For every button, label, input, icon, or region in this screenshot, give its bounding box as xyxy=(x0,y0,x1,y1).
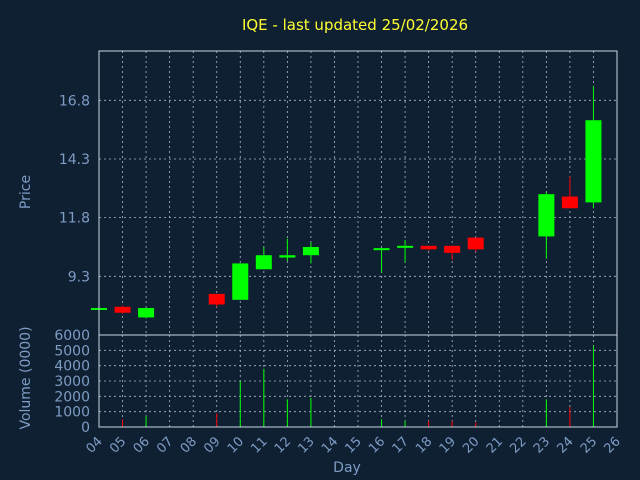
candle-body xyxy=(397,245,414,248)
price-panel xyxy=(91,86,602,319)
candle-body xyxy=(255,255,272,270)
x-tick-label: 22 xyxy=(507,434,529,456)
volume-tick-label: 5000 xyxy=(54,343,90,359)
x-tick-label: 08 xyxy=(178,434,200,456)
price-tick-label: 14.3 xyxy=(59,152,90,168)
volume-tick-label: 2000 xyxy=(54,389,90,405)
x-tick-label: 18 xyxy=(413,434,435,456)
x-tick-label: 16 xyxy=(366,434,388,456)
candle-body xyxy=(232,263,249,300)
volume-tick-label: 1000 xyxy=(54,405,90,421)
x-tick-label: 14 xyxy=(319,434,341,456)
grid-layer xyxy=(99,51,617,427)
x-axis-label: Day xyxy=(333,460,361,476)
candle-body xyxy=(279,255,296,258)
x-tick-label: 10 xyxy=(225,434,247,456)
price-tick-label: 11.8 xyxy=(59,211,90,227)
x-tick-label: 19 xyxy=(437,434,459,456)
x-tick-label: 17 xyxy=(390,434,412,456)
candle-body xyxy=(114,306,131,313)
x-tick-label: 05 xyxy=(107,434,129,456)
candle-body xyxy=(538,194,555,237)
volume-tick-label: 4000 xyxy=(54,359,90,375)
volume-tick-label: 3000 xyxy=(54,374,90,390)
x-tick-label: 06 xyxy=(131,434,153,456)
price-axis-label: Price xyxy=(18,175,34,209)
candle-body xyxy=(444,245,461,253)
candle-body xyxy=(302,246,319,256)
candle-body xyxy=(585,120,602,203)
x-tick-label: 25 xyxy=(578,434,600,456)
tick-labels: 9.3 11.8 14.3 16.8 0100020003000400050006000… xyxy=(54,93,623,456)
volume-tick-label: 0 xyxy=(81,420,90,436)
candle-body xyxy=(561,196,578,209)
volume-plot-frame xyxy=(98,334,618,428)
chart-title: IQE - last updated 25/02/2026 xyxy=(242,16,468,34)
candle-body xyxy=(467,237,484,250)
candle-body xyxy=(138,308,155,318)
x-tick-label: 07 xyxy=(154,434,176,456)
x-tick-label: 12 xyxy=(272,434,294,456)
x-tick-label: 13 xyxy=(295,434,317,456)
price-tick-label: 16.8 xyxy=(59,93,90,109)
volume-panel xyxy=(122,345,594,427)
price-tick-label: 9.3 xyxy=(68,269,90,285)
x-tick-label: 04 xyxy=(84,434,106,456)
volume-tick-label: 6000 xyxy=(54,328,90,344)
axes-layer xyxy=(98,50,618,428)
candle-body xyxy=(373,248,390,251)
x-tick-label: 24 xyxy=(554,434,576,456)
candle-body xyxy=(208,293,225,305)
candle-body xyxy=(420,245,437,250)
x-tick-label: 11 xyxy=(248,434,270,456)
x-tick-label: 26 xyxy=(602,434,624,456)
x-tick-label: 20 xyxy=(460,434,482,456)
x-tick-label: 23 xyxy=(531,434,553,456)
x-tick-label: 21 xyxy=(484,434,506,456)
x-tick-label: 15 xyxy=(343,434,365,456)
x-tick-label: 09 xyxy=(201,434,223,456)
volume-axis-label: Volume (0000) xyxy=(18,326,34,429)
